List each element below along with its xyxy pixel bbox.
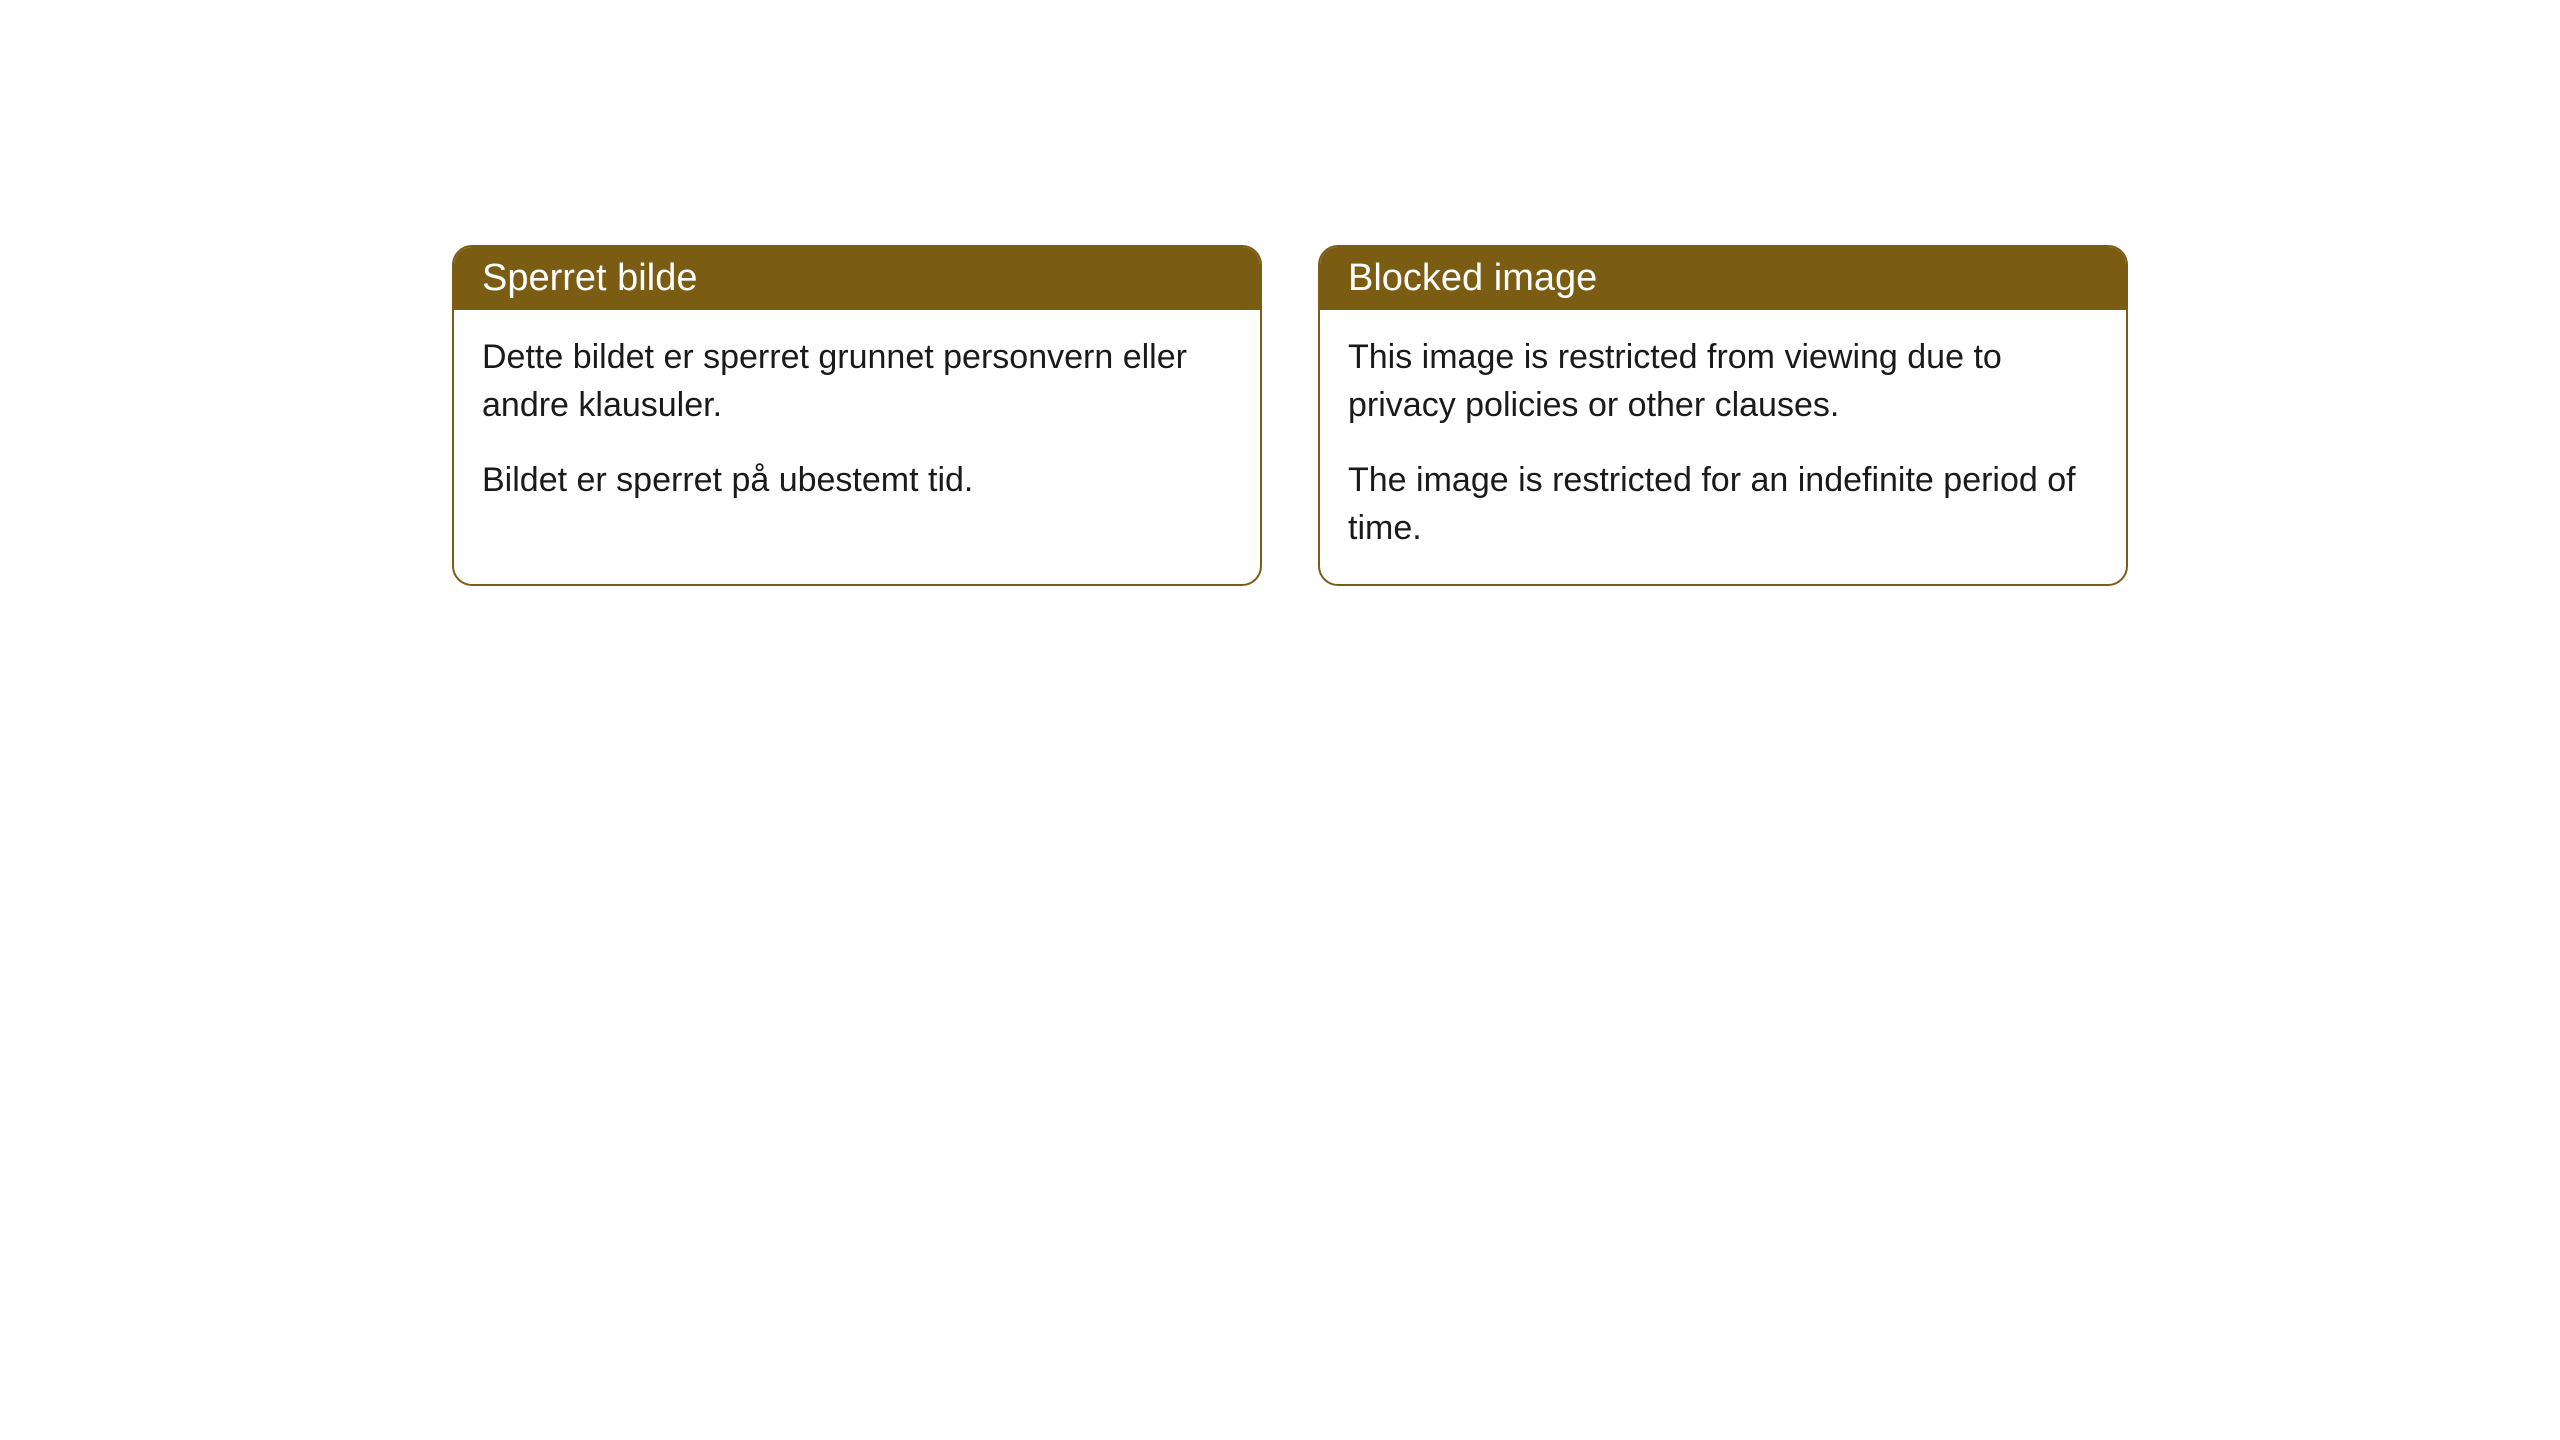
notice-body-english: This image is restricted from viewing du… xyxy=(1320,310,2126,584)
notice-body-norwegian: Dette bildet er sperret grunnet personve… xyxy=(454,310,1260,537)
notice-header-norwegian: Sperret bilde xyxy=(454,247,1260,310)
notice-card-english: Blocked image This image is restricted f… xyxy=(1318,245,2128,586)
notice-text-line2-norwegian: Bildet er sperret på ubestemt tid. xyxy=(482,457,1232,505)
notice-header-english: Blocked image xyxy=(1320,247,2126,310)
notice-text-line1-english: This image is restricted from viewing du… xyxy=(1348,334,2098,429)
notice-container: Sperret bilde Dette bildet er sperret gr… xyxy=(0,0,2560,586)
notice-card-norwegian: Sperret bilde Dette bildet er sperret gr… xyxy=(452,245,1262,586)
notice-text-line2-english: The image is restricted for an indefinit… xyxy=(1348,457,2098,552)
notice-text-line1-norwegian: Dette bildet er sperret grunnet personve… xyxy=(482,334,1232,429)
